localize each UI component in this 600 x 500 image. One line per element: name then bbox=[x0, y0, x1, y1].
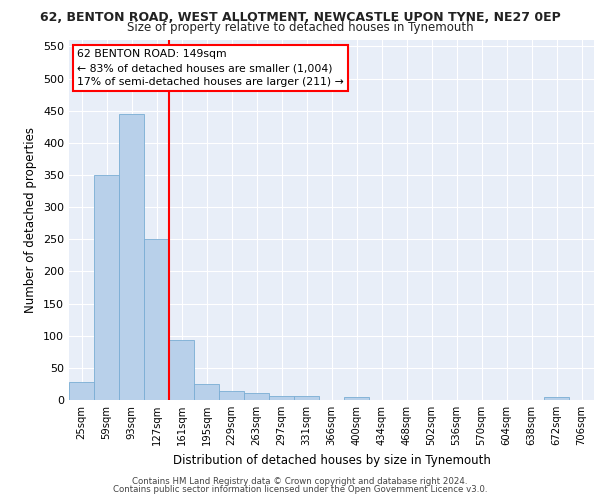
Bar bbox=[194, 384, 219, 400]
Bar bbox=[219, 391, 244, 400]
Bar bbox=[544, 397, 569, 400]
Bar bbox=[294, 396, 319, 400]
Bar bbox=[269, 396, 294, 400]
Bar bbox=[119, 114, 144, 400]
Bar bbox=[169, 340, 194, 400]
Text: 62 BENTON ROAD: 149sqm
← 83% of detached houses are smaller (1,004)
17% of semi-: 62 BENTON ROAD: 149sqm ← 83% of detached… bbox=[77, 49, 344, 87]
Bar bbox=[94, 175, 119, 400]
X-axis label: Distribution of detached houses by size in Tynemouth: Distribution of detached houses by size … bbox=[173, 454, 490, 466]
Bar bbox=[69, 382, 94, 400]
Text: 62, BENTON ROAD, WEST ALLOTMENT, NEWCASTLE UPON TYNE, NE27 0EP: 62, BENTON ROAD, WEST ALLOTMENT, NEWCAST… bbox=[40, 11, 560, 24]
Bar bbox=[144, 240, 169, 400]
Bar bbox=[244, 393, 269, 400]
Bar bbox=[344, 397, 369, 400]
Text: Contains HM Land Registry data © Crown copyright and database right 2024.: Contains HM Land Registry data © Crown c… bbox=[132, 477, 468, 486]
Y-axis label: Number of detached properties: Number of detached properties bbox=[25, 127, 37, 313]
Text: Size of property relative to detached houses in Tynemouth: Size of property relative to detached ho… bbox=[127, 22, 473, 35]
Text: Contains public sector information licensed under the Open Government Licence v3: Contains public sector information licen… bbox=[113, 484, 487, 494]
